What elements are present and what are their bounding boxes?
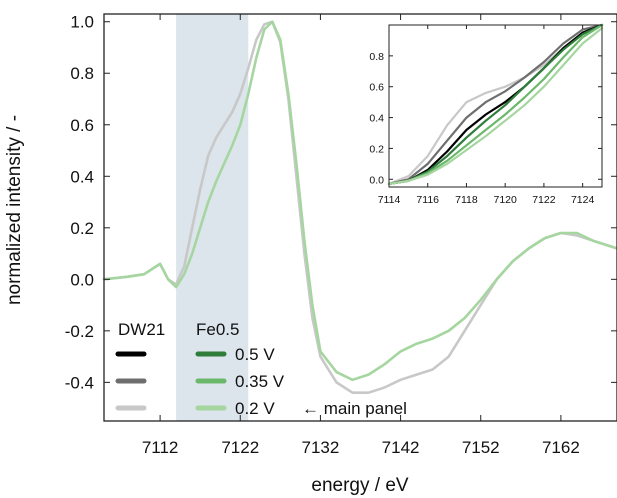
legend: DW21 Fe0.5 0.5 V 0.35 V 0.2 V ← main panel [115,320,407,418]
legend-label: 0.35 V [235,372,285,391]
main-axis-ticks: 7112 7122 7132 7142 7152 7162 -0.4 -0.2 0.0 0.2 0.… [65,13,617,457]
y-tick-label: 0.4 [369,113,384,125]
legend-header-fe05: Fe0.5 [196,320,239,339]
y-tick-label: -0.2 [65,322,94,341]
series-line-fe0-5-0-5-v [387,23,604,185]
series-line-fe0-5-0-35-v [387,23,604,185]
y-tick-label: 0.0 [70,270,94,289]
x-tick-label: 7152 [462,438,500,457]
main-plot: 7112 7122 7132 7142 7152 7162 -0.4 -0.2 0.0 0.2 0.… [4,13,617,496]
y-tick-label: 0.8 [70,64,94,83]
legend-label: 0.2 V [235,399,275,418]
inset-plot: 7114 7116 7118 7120 7122 7124 0.0 0.2 0.4 0.6 0.8 [355,22,607,222]
y-tick-label: 0.2 [369,143,384,155]
legend-note: ← main panel [302,399,407,418]
series-line-fe0-5-0-2-v [102,20,617,382]
x-tick-label: 7122 [532,194,556,206]
x-tick-label: 7112 [142,438,179,457]
series-line-dw21-0-5-v [387,23,604,185]
x-tick-label: 7114 [378,194,401,206]
y-tick-label: 1.0 [70,13,94,32]
main-series-group [102,20,617,394]
series-line-dw21-0-35-v [387,23,604,185]
y-tick-label: 0.0 [369,174,384,186]
legend-rows: 0.5 V 0.35 V 0.2 V ← main panel [115,345,407,418]
y-tick-label: 0.6 [369,82,384,94]
x-tick-label: 7118 [455,194,478,206]
x-axis-title: energy / eV [311,475,408,496]
legend-header-dw21: DW21 [118,320,165,339]
x-tick-label: 7142 [382,438,420,457]
legend-label: 0.5 V [235,345,275,364]
main-plot-frame [103,13,617,422]
y-axis-title: normalized intensity / - [4,115,25,305]
series-line-fe0-5-0-2-v [387,27,604,185]
x-tick-label: 7132 [302,438,340,457]
x-tick-label: 7122 [221,438,259,457]
y-tick-label: 0.4 [70,167,94,186]
inset-axis-ticks: 7114 7116 7118 7120 7122 7124 0.0 0.2 0.4 0.6 0.8 [369,25,602,206]
y-tick-label: 0.2 [70,219,94,238]
x-tick-label: 7120 [494,194,518,206]
x-tick-label: 7124 [571,194,595,206]
x-tick-label: 7162 [542,438,580,457]
inset-plot-frame [388,24,603,188]
y-tick-label: -0.4 [65,373,94,392]
inset-series-group [387,23,604,185]
y-tick-label: 0.8 [369,51,384,63]
x-tick-label: 7116 [416,194,439,206]
y-tick-label: 0.6 [70,116,94,135]
